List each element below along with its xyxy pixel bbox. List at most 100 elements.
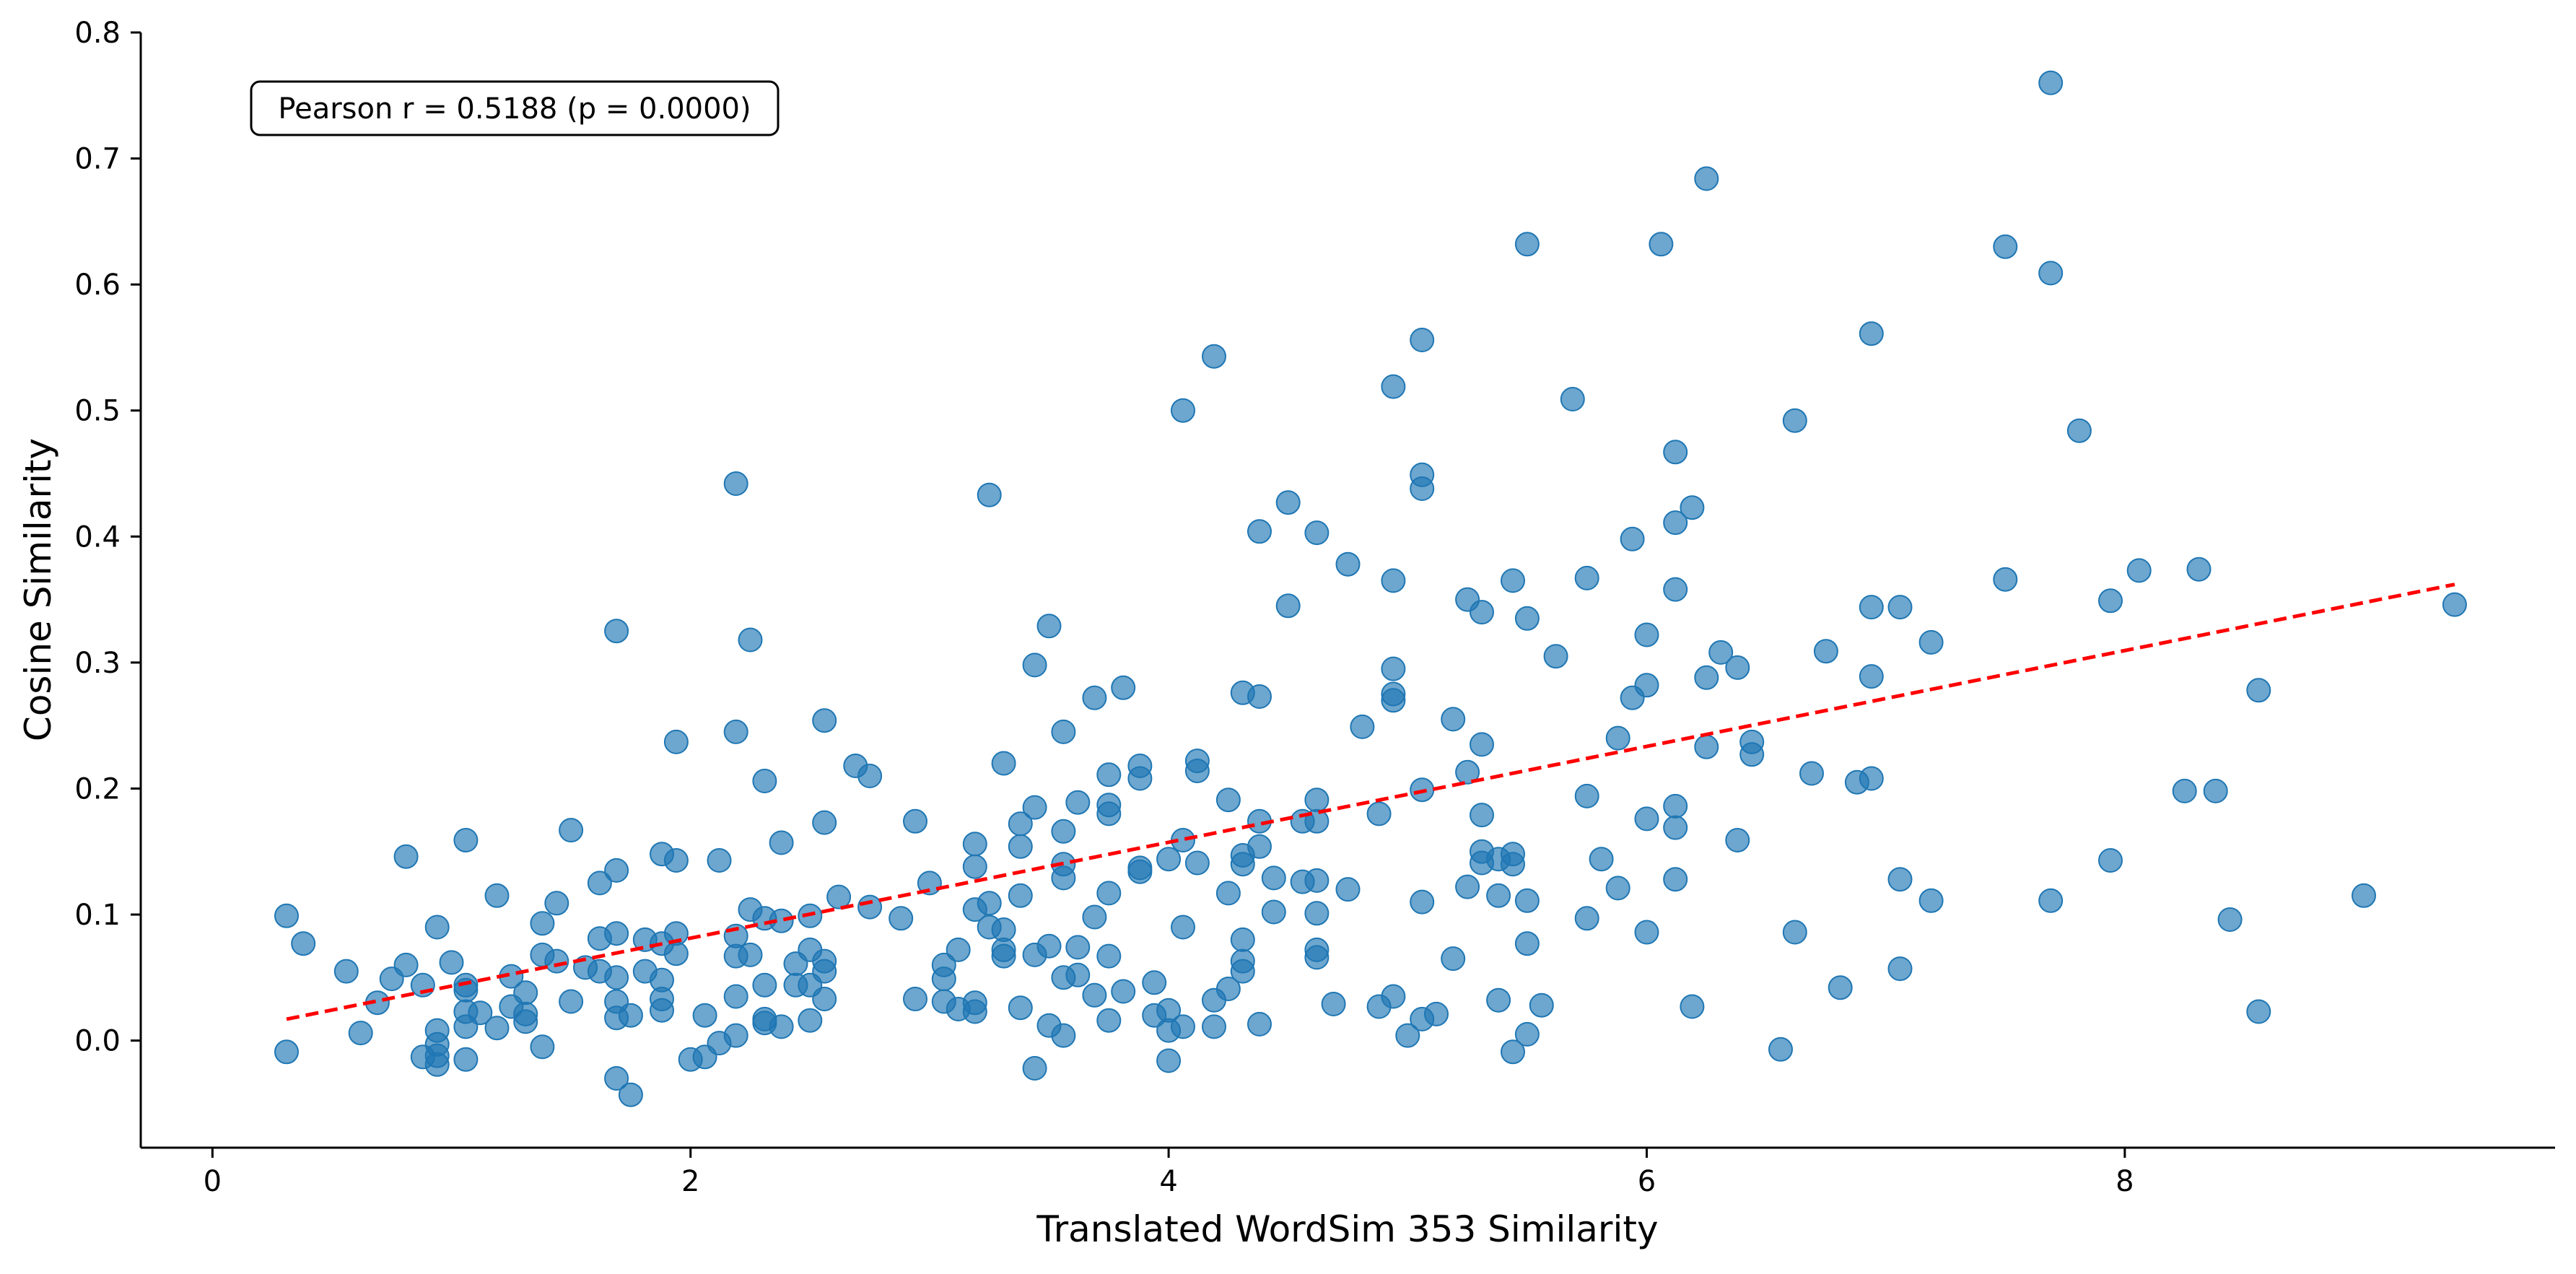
data-point-210 [1395, 1023, 1420, 1048]
y-tick-label-5: 0.5 [74, 395, 121, 428]
data-point-191 [1304, 520, 1330, 546]
data-point-3 [333, 959, 359, 984]
data-point-71 [723, 984, 748, 1009]
data-point-127 [1022, 1056, 1047, 1081]
data-point-177 [1230, 927, 1255, 952]
data-point-168 [1202, 344, 1226, 369]
data-point-211 [1410, 328, 1435, 352]
data-point-99 [888, 906, 914, 931]
data-point-266 [1694, 734, 1719, 759]
data-point-206 [1381, 656, 1406, 681]
data-point-131 [1051, 719, 1076, 744]
data-point-146 [1096, 881, 1122, 906]
data-point-23 [468, 1000, 493, 1026]
data-point-72 [723, 1023, 748, 1048]
data-point-147 [1096, 943, 1122, 969]
data-point-152 [1127, 766, 1153, 791]
data-point-198 [1321, 992, 1346, 1016]
data-point-184 [1247, 1011, 1272, 1037]
data-point-291 [2038, 261, 2064, 286]
data-point-137 [1065, 790, 1091, 815]
data-point-73 [738, 627, 763, 653]
data-point-102 [917, 871, 942, 896]
data-point-208 [1381, 688, 1406, 713]
data-point-277 [1828, 975, 1853, 1000]
data-point-57 [650, 998, 674, 1023]
pearson-annotation: Pearson r = 0.5188 (p = 0.0000) [250, 80, 780, 136]
data-point-241 [1543, 644, 1568, 669]
data-point-65 [707, 848, 732, 873]
data-point-167 [1184, 850, 1210, 876]
annotation-text: Pearson r = 0.5188 (p = 0.0000) [278, 92, 751, 126]
data-point-63 [692, 1003, 717, 1028]
data-point-219 [1441, 946, 1466, 972]
data-point-290 [2038, 70, 2064, 95]
data-point-140 [1082, 685, 1107, 710]
x-ticks: 0 2 4 6 8 [204, 1148, 2134, 1198]
data-point-218 [1441, 707, 1466, 732]
data-point-201 [1350, 714, 1375, 739]
data-point-104 [931, 967, 956, 992]
data-point-188 [1275, 593, 1301, 619]
data-point-37 [559, 989, 584, 1014]
data-point-249 [1620, 526, 1645, 551]
data-point-98 [857, 894, 883, 920]
data-point-229 [1486, 883, 1511, 908]
data-point-281 [1859, 664, 1884, 689]
x-axis-label: Translated WordSim 353 Similarity [1036, 1208, 1658, 1250]
data-point-161 [1171, 398, 1195, 423]
data-point-136 [1051, 1023, 1076, 1048]
y-axis-label: Cosine Similarity [17, 438, 59, 741]
data-point-197 [1304, 945, 1330, 970]
data-point-255 [1649, 232, 1674, 257]
data-point-59 [663, 848, 689, 873]
data-point-247 [1605, 725, 1630, 751]
trend-line [286, 583, 2455, 1021]
data-point-160 [1156, 1048, 1182, 1073]
data-point-271 [1739, 742, 1765, 767]
data-point-237 [1514, 888, 1540, 913]
x-tick-label-0: 0 [204, 1165, 222, 1198]
data-point-283 [1887, 595, 1913, 620]
data-point-125 [1022, 795, 1047, 820]
data-point-230 [1486, 987, 1511, 1013]
data-point-11 [424, 915, 450, 940]
data-point-200 [1335, 877, 1361, 902]
data-point-100 [903, 808, 927, 834]
data-point-68 [723, 719, 748, 744]
data-point-259 [1663, 793, 1688, 819]
data-point-143 [1096, 762, 1122, 787]
data-point-28 [513, 980, 538, 1005]
data-point-248 [1605, 876, 1630, 901]
data-point-301 [2246, 678, 2271, 703]
data-point-116 [991, 751, 1016, 776]
data-point-181 [1247, 684, 1272, 709]
data-point-163 [1171, 915, 1195, 940]
data-point-300 [2217, 907, 2243, 932]
data-point-0 [274, 903, 299, 928]
data-point-288 [1993, 234, 2018, 259]
data-point-297 [2172, 778, 2197, 803]
data-point-298 [2186, 557, 2212, 582]
data-point-176 [1230, 852, 1255, 877]
data-point-33 [530, 1034, 555, 1060]
data-point-15 [424, 1052, 450, 1077]
data-point-141 [1082, 904, 1107, 930]
data-point-304 [2442, 592, 2467, 617]
data-point-195 [1304, 901, 1330, 926]
data-point-50 [618, 1082, 643, 1107]
data-point-293 [2066, 418, 2092, 443]
data-point-90 [812, 708, 837, 733]
data-point-282 [1859, 766, 1884, 791]
data-point-61 [663, 941, 689, 967]
data-point-44 [604, 921, 629, 946]
data-point-1 [274, 1039, 299, 1065]
data-point-149 [1111, 675, 1136, 700]
data-point-254 [1634, 920, 1659, 945]
data-point-260 [1663, 815, 1688, 840]
y-tick-label-2: 0.2 [74, 772, 121, 806]
y-tick-label-0: 0.0 [74, 1025, 121, 1058]
data-point-76 [752, 769, 777, 793]
data-point-2 [291, 931, 316, 956]
